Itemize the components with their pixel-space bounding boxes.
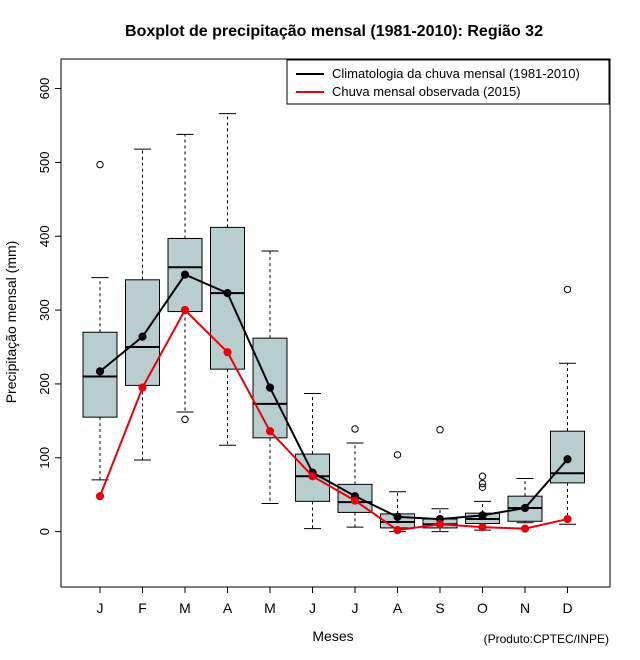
outlier-7-0 [393, 451, 402, 459]
y-tick-label-1: 100 [37, 447, 52, 469]
series-0-point-7 [393, 512, 402, 521]
series-0-point-10 [520, 503, 530, 513]
box-5 [295, 393, 330, 530]
y-tick-label-2: 200 [37, 373, 52, 395]
box-6 [337, 425, 373, 528]
x-tick-label-11: D [562, 600, 572, 616]
series-1-point-11 [563, 514, 572, 524]
series-1-point-5 [308, 472, 317, 481]
y-tick-label-3: 300 [37, 299, 52, 321]
series-1-point-2 [180, 305, 190, 315]
series-0-point-0 [95, 367, 105, 376]
series-line-1 [99, 308, 568, 532]
x-axis-label: Meses [312, 628, 353, 644]
y-tick-label-6: 600 [37, 78, 52, 100]
boxplot-boxes [82, 113, 585, 533]
y-tick-label-0: 0 [37, 528, 52, 535]
series-1-point-0 [95, 492, 105, 501]
x-tick-label-9: O [477, 600, 488, 616]
series-0-point-1 [138, 332, 147, 341]
box-3 [210, 113, 245, 446]
box-10 [507, 477, 543, 524]
series-1-point-7 [393, 526, 402, 535]
y-tick-label-4: 400 [37, 225, 52, 247]
series-lines [95, 270, 572, 535]
x-tick-label-5: J [309, 600, 316, 616]
series-0-point-4 [265, 383, 275, 392]
legend-label-climatologia: Climatologia da chuva mensal (1981-2010) [332, 66, 580, 81]
plot-frame [60, 58, 611, 588]
outlier-9-0 [478, 483, 487, 492]
x-tick-label-1: F [138, 600, 147, 616]
series-1-point-4 [265, 427, 275, 436]
box-4 [252, 250, 288, 505]
outlier-9-2 [478, 472, 487, 480]
y-tick-label-5: 500 [37, 152, 52, 174]
series-1-point-10 [520, 524, 530, 533]
box-9 [465, 472, 500, 531]
legend-label-observada: Chuva mensal observada (2015) [332, 84, 521, 99]
chart-title: Boxplot de precipitação mensal (1981-201… [125, 23, 543, 40]
credit-text: (Produto:CPTEC/INPE) [484, 632, 609, 646]
series-0-point-3 [223, 288, 232, 298]
series-1-point-9 [478, 523, 487, 532]
x-tick-label-7: A [393, 600, 403, 616]
x-tick-label-3: A [223, 600, 233, 616]
box-11 [550, 285, 585, 525]
series-1-point-1 [138, 383, 147, 392]
outlier-2-0 [181, 415, 189, 424]
series-1-point-8 [435, 520, 445, 529]
series-0-point-11 [563, 455, 572, 464]
box-rect-3 [210, 226, 245, 370]
outlier-9-1 [478, 479, 487, 488]
series-1-point-6 [350, 496, 360, 505]
legend-box [286, 59, 610, 105]
y-axis-label: Precipitação mensal (mm) [3, 241, 19, 404]
x-tick-label-2: M [179, 600, 191, 616]
series-1-point-3 [223, 348, 232, 357]
box-1 [125, 148, 160, 461]
series-line-0 [99, 273, 569, 521]
x-tick-label-4: M [264, 600, 276, 616]
y-axis: 0 100 200 300 400 500 600 [37, 78, 61, 535]
x-tick-label-10: N [520, 600, 530, 616]
x-tick-label-8: S [435, 600, 444, 616]
legend: Climatologia da chuva mensal (1981-2010)… [286, 59, 610, 105]
outlier-6-0 [351, 425, 359, 433]
series-0-point-9 [478, 511, 487, 520]
outlier-8-0 [436, 426, 444, 434]
outlier-11-0 [563, 285, 572, 294]
box-0 [82, 160, 118, 481]
x-tick-label-6: J [352, 600, 359, 616]
series-0-point-2 [180, 270, 190, 279]
outlier-0-0 [96, 160, 104, 169]
x-tick-label-0: J [97, 600, 104, 616]
